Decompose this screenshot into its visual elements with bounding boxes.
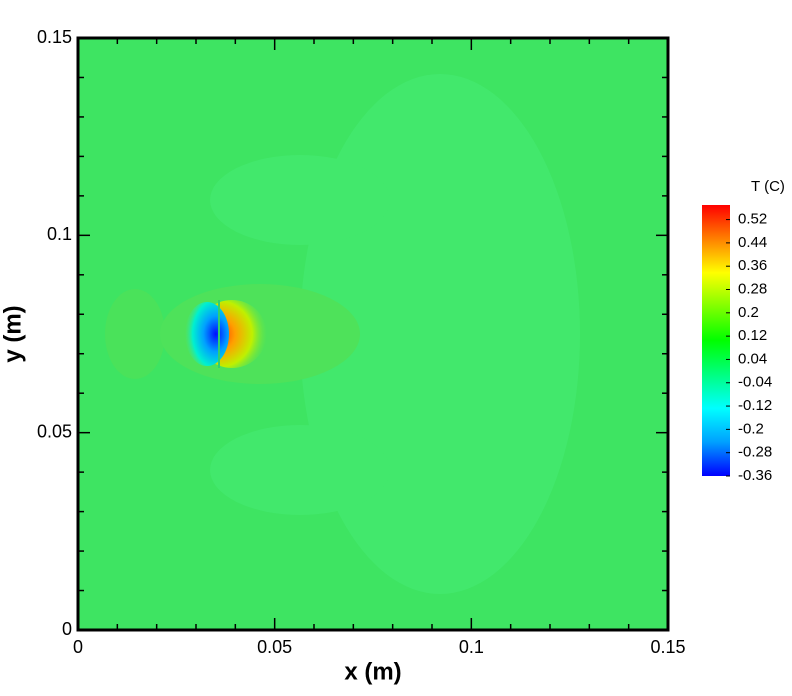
colorbar-label: 0.36 xyxy=(738,257,767,274)
colorbar-label: -0.12 xyxy=(738,397,772,414)
x-tick-label: 0.05 xyxy=(257,637,292,657)
y-tick-label: 0.05 xyxy=(37,421,72,441)
x-tick-label: 0.15 xyxy=(650,637,685,657)
y-tick-label: 0 xyxy=(62,619,72,639)
plot-frame xyxy=(76,36,670,632)
field-region xyxy=(210,155,390,245)
colorbar: T (C) 0.52 0.44 0.36 0.28 0.2 0.12 0.04 -0.04 -0… xyxy=(702,178,785,484)
colorbar-title: T (C) xyxy=(751,178,785,195)
x-tick-label: 0.1 xyxy=(459,637,484,657)
y-axis-label: y (m) xyxy=(0,305,26,362)
colorbar-label: 0.44 xyxy=(738,234,767,251)
colorbar-scale xyxy=(702,205,730,476)
field-region xyxy=(210,425,390,515)
colorbar-label: -0.2 xyxy=(738,420,764,437)
colorbar-label: 0.04 xyxy=(738,350,767,367)
cold-spot xyxy=(185,302,229,366)
colorbar-label: 0.28 xyxy=(738,280,767,297)
colorbar-label: 0.52 xyxy=(738,211,767,228)
x-tick-label: 0 xyxy=(73,637,83,657)
colorbar-label: -0.36 xyxy=(738,467,772,484)
colorbar-label: 0.2 xyxy=(738,304,759,321)
colorbar-label: -0.04 xyxy=(738,374,772,391)
x-axis-label: x (m) xyxy=(344,658,401,685)
y-tick-label: 0.15 xyxy=(37,27,72,47)
y-tick-label: 0.1 xyxy=(47,224,72,244)
field-region xyxy=(105,289,165,379)
field xyxy=(78,38,668,630)
colorbar-label: 0.12 xyxy=(738,327,767,344)
colorbar-label: -0.28 xyxy=(738,444,772,461)
